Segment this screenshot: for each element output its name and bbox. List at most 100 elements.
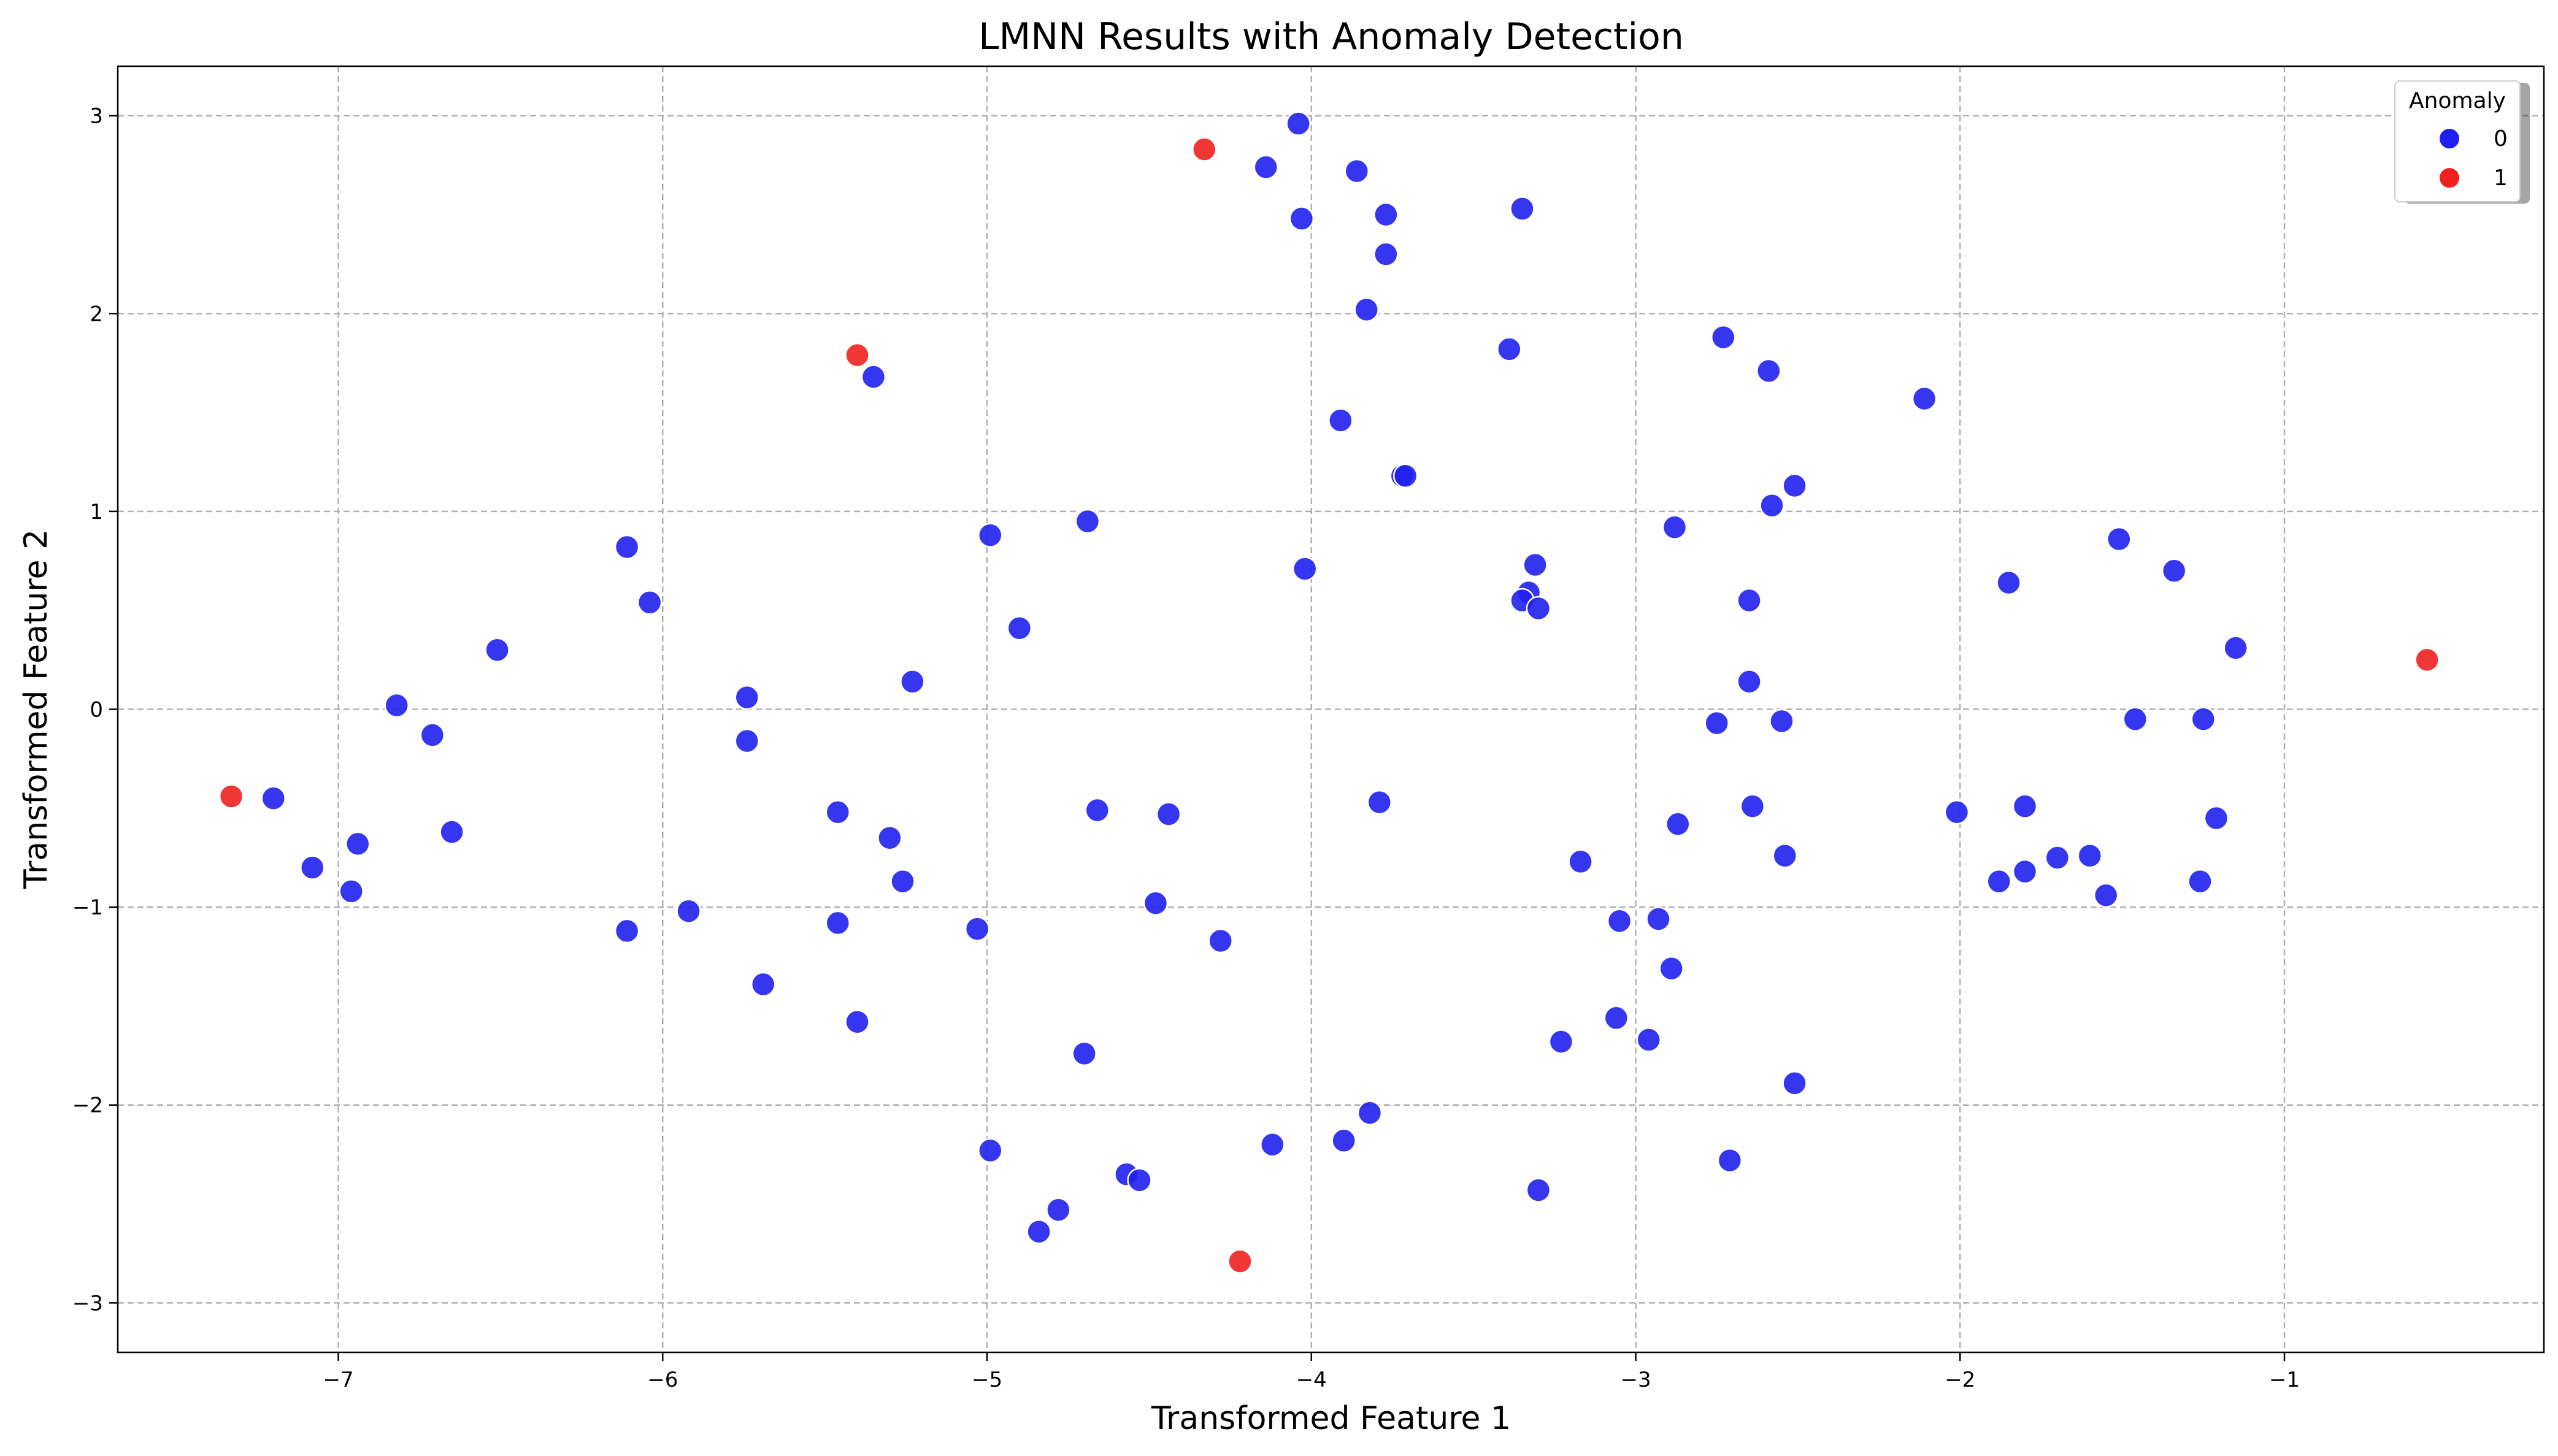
data-point-anomaly-0 [1523, 552, 1548, 578]
data-point-anomaly-0 [2203, 805, 2229, 831]
y-tick-label: 3 [90, 104, 103, 129]
data-point-anomaly-0 [1392, 463, 1418, 489]
data-point-anomaly-0 [1704, 710, 1729, 736]
data-point-anomaly-0 [345, 831, 371, 857]
data-point-anomaly-0 [1659, 956, 1684, 981]
data-point-anomaly-0 [1986, 868, 2011, 894]
data-point-anomaly-0 [1607, 908, 1632, 933]
data-point-anomaly-0 [900, 669, 925, 694]
data-point-anomaly-0 [1662, 515, 1688, 540]
data-points [218, 111, 2440, 1274]
x-tick-label: −7 [323, 1368, 353, 1392]
legend-label-1: 1 [2494, 166, 2508, 191]
data-point-anomaly-0 [439, 819, 464, 845]
data-point-anomaly-0 [1357, 1100, 1383, 1125]
data-point-anomaly-0 [1526, 596, 1551, 621]
data-point-anomaly-0 [2223, 635, 2248, 661]
data-point-anomaly-0 [2012, 859, 2038, 884]
y-tick-label: 1 [90, 500, 103, 524]
x-axis-label: Transformed Feature 1 [1151, 1400, 1511, 1437]
data-point-anomaly-0 [339, 879, 364, 904]
data-point-anomaly-1 [1227, 1249, 1253, 1274]
grid-lines [118, 66, 2544, 1352]
data-point-anomaly-0 [1782, 1070, 1807, 1096]
data-point-anomaly-0 [1717, 1148, 1743, 1173]
data-point-anomaly-0 [750, 971, 776, 997]
data-point-anomaly-0 [1253, 155, 1279, 180]
data-point-anomaly-0 [1007, 615, 1032, 641]
data-point-anomaly-0 [1944, 800, 1970, 825]
data-point-anomaly-0 [676, 899, 701, 924]
data-point-anomaly-0 [1328, 408, 1353, 433]
data-point-anomaly-0 [1286, 111, 1311, 136]
data-point-anomaly-0 [1127, 1168, 1152, 1193]
y-tick-label: −1 [72, 895, 103, 920]
x-tick-label: −1 [2269, 1368, 2300, 1392]
data-point-anomaly-0 [2077, 843, 2103, 868]
data-point-anomaly-0 [877, 825, 902, 851]
data-point-anomaly-0 [825, 800, 851, 825]
data-point-anomaly-0 [485, 637, 510, 662]
data-point-anomaly-0 [1046, 1197, 1071, 1222]
data-point-anomaly-0 [1497, 337, 1522, 362]
data-point-anomaly-0 [1292, 556, 1318, 581]
data-point-anomaly-0 [1075, 508, 1100, 534]
data-point-anomaly-0 [978, 523, 1003, 548]
data-point-anomaly-0 [299, 855, 325, 880]
data-point-anomaly-0 [1289, 206, 1315, 231]
data-point-anomaly-0 [1260, 1132, 1285, 1157]
data-point-anomaly-0 [1373, 242, 1399, 267]
data-point-anomaly-0 [2012, 794, 2038, 819]
data-point-anomaly-0 [1548, 1029, 1574, 1054]
y-tick-label: −2 [72, 1094, 103, 1118]
data-point-anomaly-0 [825, 910, 851, 936]
data-point-anomaly-0 [1208, 928, 1233, 954]
data-point-anomaly-0 [1756, 358, 1781, 384]
data-point-anomaly-0 [1367, 789, 1392, 815]
y-tick-label: 0 [90, 698, 103, 722]
data-point-anomaly-0 [1085, 797, 1110, 823]
data-point-anomaly-0 [1646, 906, 1671, 932]
data-point-anomaly-0 [1510, 196, 1535, 221]
data-point-anomaly-0 [1568, 849, 1593, 875]
legend-title: Anomaly [2409, 88, 2506, 113]
data-point-anomaly-0 [2093, 883, 2119, 908]
data-point-anomaly-0 [1331, 1128, 1356, 1154]
data-point-anomaly-0 [614, 534, 640, 560]
data-point-anomaly-0 [1711, 324, 1736, 350]
x-tick-label: −2 [1945, 1368, 1975, 1392]
data-point-anomaly-0 [1526, 1178, 1551, 1203]
data-point-anomaly-0 [420, 722, 445, 748]
data-point-anomaly-0 [2161, 558, 2187, 583]
data-point-anomaly-0 [1354, 297, 1379, 323]
legend-label-0: 0 [2494, 126, 2508, 151]
data-point-anomaly-0 [845, 1009, 870, 1035]
data-point-anomaly-0 [614, 918, 640, 944]
data-point-anomaly-1 [218, 784, 244, 809]
x-axis-ticks: −7 −6 −5 −4 −3 −2 −1 [323, 1352, 2300, 1392]
x-tick-label: −3 [1620, 1368, 1651, 1392]
data-point-anomaly-0 [1737, 588, 1762, 613]
data-point-anomaly-0 [1604, 1005, 1629, 1031]
data-point-anomaly-0 [1156, 802, 1181, 827]
data-point-anomaly-0 [1759, 492, 1784, 518]
data-point-anomaly-0 [890, 868, 915, 894]
data-point-anomaly-0 [1782, 473, 1807, 499]
data-point-anomaly-0 [1996, 570, 2021, 596]
data-point-anomaly-1 [2414, 647, 2440, 673]
data-point-anomaly-0 [261, 786, 286, 811]
data-point-anomaly-1 [1192, 137, 1217, 162]
data-point-anomaly-0 [2107, 526, 2132, 552]
data-point-anomaly-0 [1769, 708, 1794, 734]
legend-marker-0 [2438, 128, 2460, 150]
y-axis-label: Transformed Feature 2 [18, 529, 55, 889]
data-point-anomaly-0 [1911, 386, 1937, 412]
data-point-anomaly-0 [861, 364, 886, 389]
legend: Anomaly 0 1 [2394, 80, 2530, 204]
data-point-anomaly-1 [845, 342, 870, 368]
data-point-anomaly-0 [384, 692, 409, 718]
data-point-anomaly-0 [637, 590, 663, 615]
chart-title: LMNN Results with Anomaly Detection [978, 15, 1684, 58]
data-point-anomaly-0 [2191, 707, 2216, 732]
